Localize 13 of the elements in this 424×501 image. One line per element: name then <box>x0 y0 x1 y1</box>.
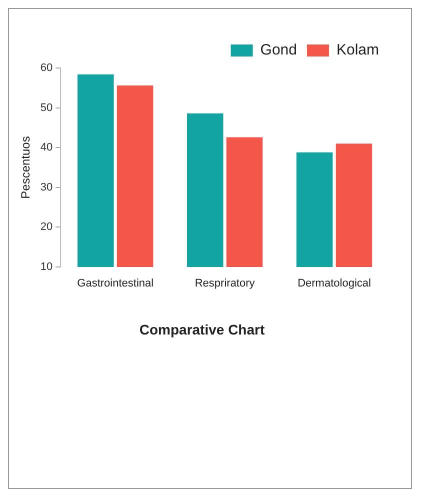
x-tick-label: Respriratory <box>194 278 256 290</box>
y-axis-title: Pescentuos <box>18 136 33 199</box>
y-tick-label: 20 <box>40 221 53 234</box>
x-tick-label: Dermatological <box>298 278 371 290</box>
legend-label: Gond <box>260 42 297 59</box>
y-tick-label: 50 <box>40 102 53 114</box>
text: Comparative Chart <box>139 321 265 338</box>
x-tick-label: Gastrointestinal <box>77 278 154 290</box>
y-tick-label: 30 <box>40 181 53 194</box>
legend-label: Kolam <box>336 42 380 59</box>
y-tick-label: 40 <box>40 142 53 154</box>
y-tick-label: 60 <box>40 62 53 74</box>
y-tick-label: 10 <box>40 261 53 274</box>
